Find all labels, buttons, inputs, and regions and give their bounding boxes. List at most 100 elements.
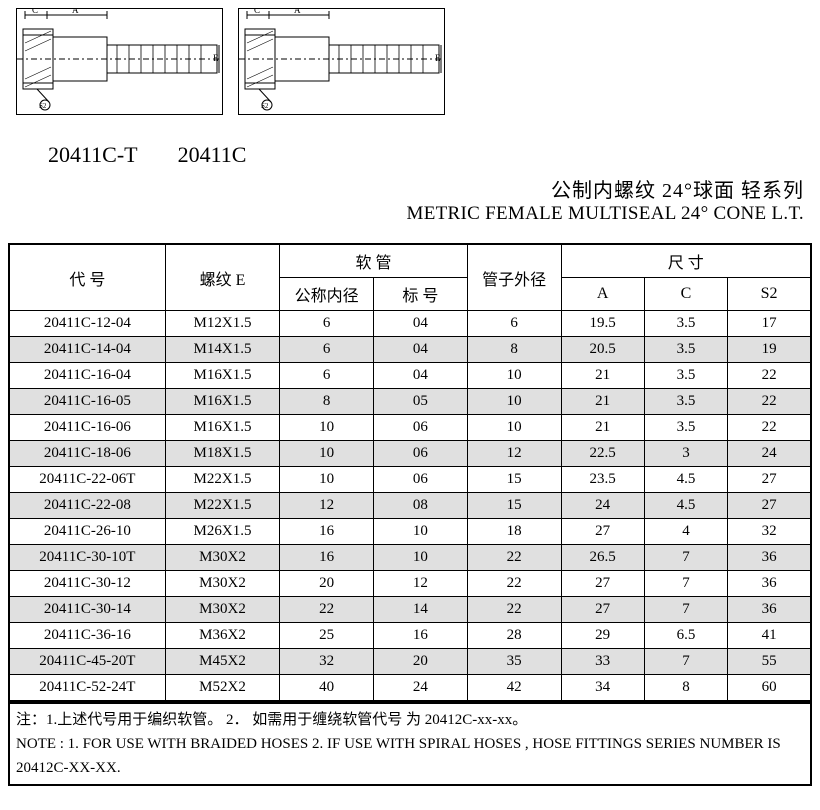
cell-a: 21 <box>561 363 644 389</box>
cell-s2: 17 <box>728 311 811 337</box>
cell-hose_no: 14 <box>374 597 468 623</box>
cell-hose_id: 32 <box>280 649 374 675</box>
cell-c: 3.5 <box>644 363 727 389</box>
cell-code: 20411C-16-05 <box>9 389 165 415</box>
cell-thread: M22X1.5 <box>165 493 280 519</box>
cell-s2: 22 <box>728 415 811 441</box>
table-row: 20411C-14-04M14X1.5604820.53.519 <box>9 337 811 363</box>
cell-hose_no: 10 <box>374 519 468 545</box>
table-row: 20411C-30-14M30X222142227736 <box>9 597 811 623</box>
cell-s2: 19 <box>728 337 811 363</box>
cell-c: 6.5 <box>644 623 727 649</box>
cell-code: 20411C-22-08 <box>9 493 165 519</box>
header-a: A <box>561 278 644 311</box>
cell-hose_no: 06 <box>374 441 468 467</box>
cell-tube_od: 28 <box>467 623 561 649</box>
note-english: NOTE : 1. FOR USE WITH BRAIDED HOSES 2. … <box>16 732 804 780</box>
cell-c: 3.5 <box>644 337 727 363</box>
cell-code: 20411C-18-06 <box>9 441 165 467</box>
cell-hose_id: 6 <box>280 311 374 337</box>
cell-hose_no: 16 <box>374 623 468 649</box>
cell-hose_no: 10 <box>374 545 468 571</box>
cell-hose_id: 22 <box>280 597 374 623</box>
cell-hose_id: 8 <box>280 389 374 415</box>
cell-c: 7 <box>644 571 727 597</box>
cell-hose_id: 16 <box>280 545 374 571</box>
svg-text:E: E <box>435 53 441 63</box>
cell-tube_od: 22 <box>467 571 561 597</box>
cell-code: 20411C-36-16 <box>9 623 165 649</box>
cell-tube_od: 18 <box>467 519 561 545</box>
cell-hose_no: 12 <box>374 571 468 597</box>
table-row: 20411C-36-16M36X2251628296.541 <box>9 623 811 649</box>
cell-code: 20411C-30-12 <box>9 571 165 597</box>
cell-s2: 32 <box>728 519 811 545</box>
table-row: 20411C-18-06M18X1.510061222.5324 <box>9 441 811 467</box>
cell-thread: M45X2 <box>165 649 280 675</box>
diagram-labels: 20411C-T 20411C <box>48 142 812 168</box>
cell-thread: M30X2 <box>165 571 280 597</box>
cell-hose_id: 10 <box>280 441 374 467</box>
cell-code: 20411C-30-10T <box>9 545 165 571</box>
cell-hose_id: 20 <box>280 571 374 597</box>
cell-code: 20411C-26-10 <box>9 519 165 545</box>
cell-tube_od: 10 <box>467 363 561 389</box>
cell-a: 26.5 <box>561 545 644 571</box>
cell-hose_no: 24 <box>374 675 468 702</box>
technical-diagrams: C A <box>8 8 812 138</box>
cell-hose_id: 16 <box>280 519 374 545</box>
cell-tube_od: 15 <box>467 467 561 493</box>
cell-c: 4.5 <box>644 467 727 493</box>
cell-s2: 36 <box>728 545 811 571</box>
cell-thread: M36X2 <box>165 623 280 649</box>
cell-s2: 60 <box>728 675 811 702</box>
table-row: 20411C-52-24TM52X240244234860 <box>9 675 811 702</box>
cell-thread: M16X1.5 <box>165 415 280 441</box>
table-row: 20411C-22-08M22X1.5120815244.527 <box>9 493 811 519</box>
cell-hose_no: 06 <box>374 415 468 441</box>
cell-a: 21 <box>561 389 644 415</box>
cell-thread: M22X1.5 <box>165 467 280 493</box>
header-code: 代 号 <box>9 244 165 311</box>
cell-tube_od: 8 <box>467 337 561 363</box>
svg-text:E: E <box>213 53 219 63</box>
cell-a: 23.5 <box>561 467 644 493</box>
table-row: 20411C-30-12M30X220122227736 <box>9 571 811 597</box>
header-thread: 螺纹 E <box>165 244 280 311</box>
cell-hose_no: 08 <box>374 493 468 519</box>
cell-s2: 36 <box>728 571 811 597</box>
table-row: 20411C-30-10TM30X216102226.5736 <box>9 545 811 571</box>
cell-c: 3.5 <box>644 389 727 415</box>
cell-tube_od: 42 <box>467 675 561 702</box>
cell-hose_no: 20 <box>374 649 468 675</box>
cell-hose_id: 12 <box>280 493 374 519</box>
cell-thread: M12X1.5 <box>165 311 280 337</box>
cell-s2: 22 <box>728 389 811 415</box>
cell-s2: 24 <box>728 441 811 467</box>
notes-block: 注：1.上述代号用于编织软管。 2． 如需用于缠绕软管代号 为 20412C-x… <box>8 702 812 786</box>
cell-hose_no: 04 <box>374 337 468 363</box>
cell-a: 27 <box>561 597 644 623</box>
cell-thread: M18X1.5 <box>165 441 280 467</box>
cell-code: 20411C-45-20T <box>9 649 165 675</box>
cell-hose_id: 10 <box>280 415 374 441</box>
svg-text:A: A <box>294 9 301 15</box>
cell-tube_od: 35 <box>467 649 561 675</box>
cell-hose_id: 10 <box>280 467 374 493</box>
header-tube-od: 管子外径 <box>467 244 561 311</box>
svg-text:C: C <box>32 9 38 15</box>
cell-hose_no: 04 <box>374 311 468 337</box>
cell-c: 7 <box>644 649 727 675</box>
cell-thread: M16X1.5 <box>165 363 280 389</box>
cell-a: 20.5 <box>561 337 644 363</box>
cell-code: 20411C-14-04 <box>9 337 165 363</box>
cell-tube_od: 10 <box>467 415 561 441</box>
svg-text:A: A <box>72 9 79 15</box>
cell-code: 20411C-12-04 <box>9 311 165 337</box>
cell-a: 34 <box>561 675 644 702</box>
cell-thread: M52X2 <box>165 675 280 702</box>
header-hose: 软 管 <box>280 244 467 278</box>
fitting-diagram-1: C A <box>17 9 222 114</box>
table-row: 20411C-16-05M16X1.580510213.522 <box>9 389 811 415</box>
cell-s2: 41 <box>728 623 811 649</box>
